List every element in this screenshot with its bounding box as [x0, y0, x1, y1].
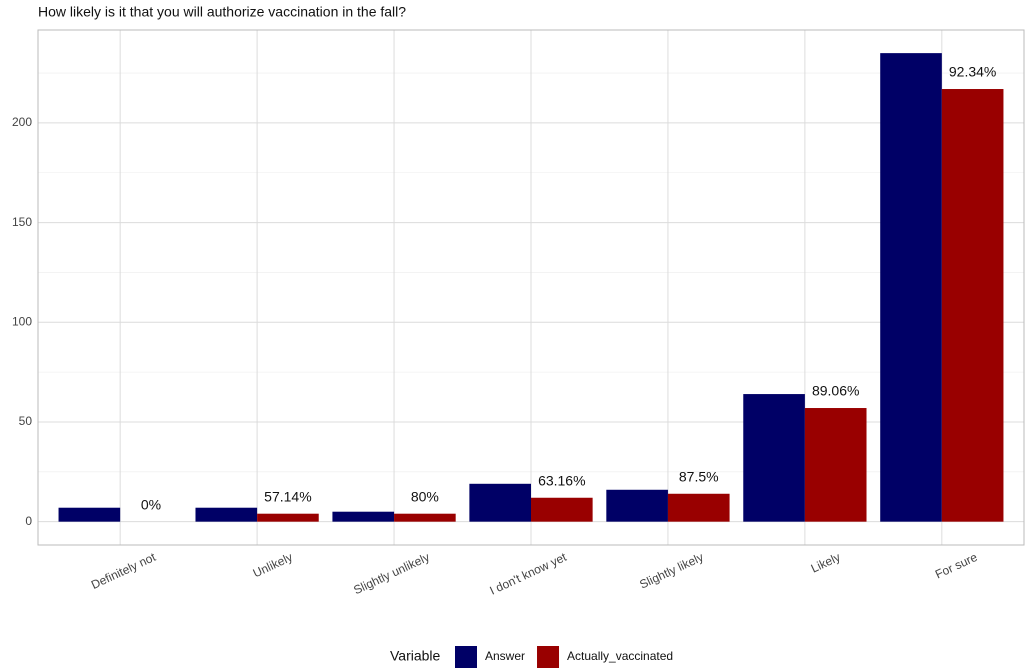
x-tick-label: Unlikely — [251, 550, 295, 580]
y-tick-label: 150 — [12, 215, 32, 229]
legend-label: Actually_vaccinated — [567, 649, 673, 663]
bar — [606, 489, 668, 522]
bar — [743, 394, 805, 522]
legend-title: Variable — [390, 648, 441, 664]
y-tick-label: 100 — [12, 314, 32, 328]
x-tick-label: Slightly unlikely — [351, 550, 431, 597]
x-tick-label: Definitely not — [89, 550, 158, 592]
bar — [941, 89, 1004, 522]
bar — [394, 513, 456, 522]
data-label: 87.5% — [679, 468, 719, 484]
data-label: 0% — [141, 496, 161, 512]
y-tick-label: 0 — [25, 514, 32, 528]
bar — [195, 507, 258, 522]
chart-title: How likely is it that you will authorize… — [38, 4, 406, 20]
bar — [880, 53, 942, 522]
x-tick-label: Likely — [809, 550, 843, 576]
bar — [667, 493, 730, 522]
y-tick-label: 200 — [12, 115, 32, 129]
data-label: 80% — [411, 488, 439, 504]
plot-border — [37, 29, 1025, 546]
legend-swatch — [455, 646, 477, 668]
bar — [257, 513, 319, 522]
x-tick-label: I don't know yet — [487, 550, 569, 598]
bar — [58, 507, 121, 522]
legend-label: Answer — [485, 649, 525, 663]
x-tick-label: For sure — [933, 550, 980, 582]
bar — [804, 408, 867, 522]
y-tick-label: 50 — [19, 414, 33, 428]
data-label: 92.34% — [949, 64, 996, 80]
x-tick-label: Slightly likely — [637, 550, 705, 592]
bar — [531, 497, 593, 522]
legend-swatch — [537, 646, 560, 668]
data-label: 63.16% — [538, 472, 585, 488]
bar — [332, 511, 395, 522]
bar — [469, 483, 531, 522]
data-label: 89.06% — [812, 383, 859, 399]
data-label: 57.14% — [264, 488, 311, 504]
